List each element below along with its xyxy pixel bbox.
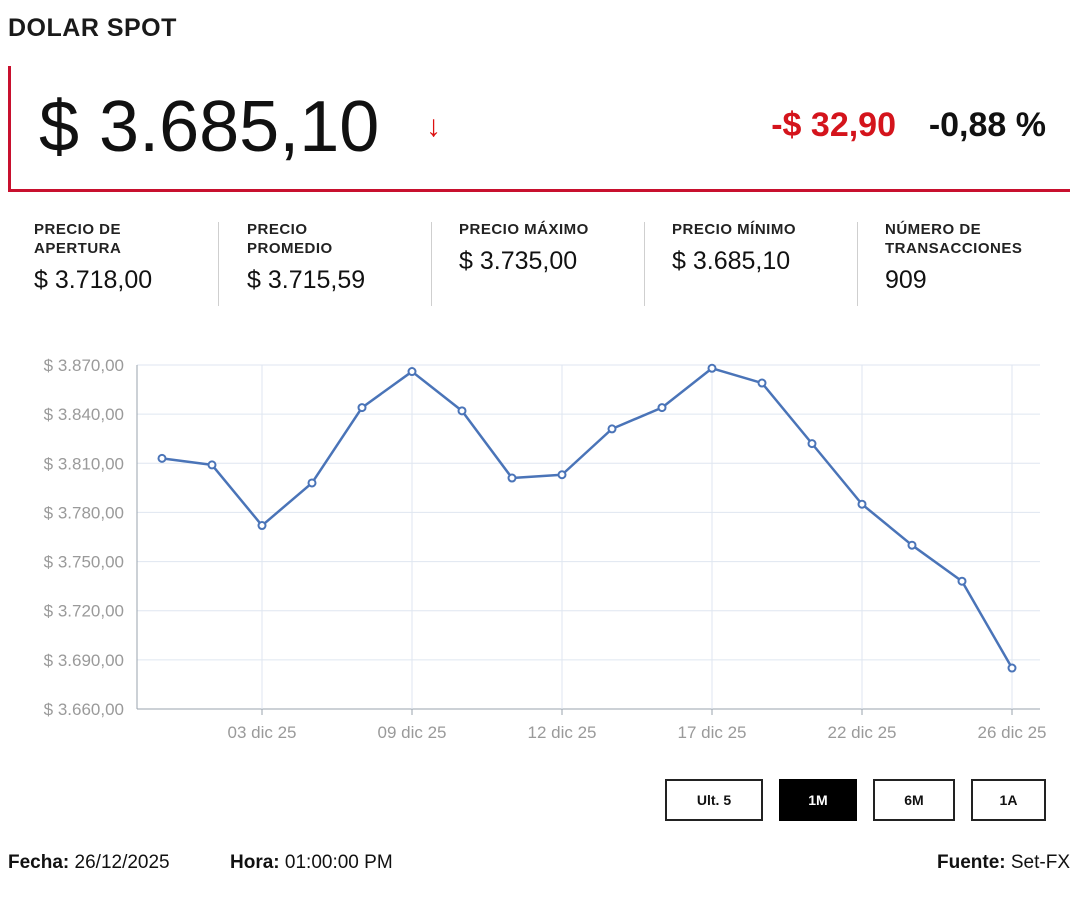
data-point — [457, 406, 467, 416]
y-tick-label: $ 3.690,00 — [44, 651, 124, 670]
stat-value: 909 — [885, 266, 927, 294]
data-point — [857, 499, 867, 509]
stat-label: PRECIO PROMEDIO — [247, 221, 333, 257]
data-point — [657, 403, 667, 413]
current-price: $ 3.685,10 — [39, 87, 380, 167]
y-tick-label: $ 3.810,00 — [44, 454, 124, 473]
stat-value: $ 3.685,10 — [672, 247, 791, 275]
x-tick-label: 03 dic 25 — [228, 723, 297, 742]
stat-label: NÚMERO DE TRANSACCIONES — [885, 221, 1023, 257]
range-button-6m[interactable]: 6M — [873, 779, 955, 821]
data-point — [507, 473, 517, 483]
data-point — [557, 470, 567, 480]
y-tick-label: $ 3.720,00 — [44, 602, 124, 621]
price-change-percent: -0,88 % — [928, 106, 1046, 144]
stat-value: $ 3.715,59 — [247, 266, 366, 294]
y-tick-label: $ 3.750,00 — [44, 553, 124, 572]
y-tick-label: $ 3.870,00 — [44, 356, 124, 375]
stats-row: PRECIO DE APERTURA $ 3.718,00 PRECIO PRO… — [8, 220, 1070, 306]
data-point — [207, 460, 217, 470]
footer-date: Fecha: 26/12/2025 — [8, 852, 170, 874]
x-tick-label: 22 dic 25 — [828, 723, 897, 742]
page-title: DOLAR SPOT — [8, 14, 177, 42]
data-point — [807, 439, 817, 449]
stat-label: PRECIO MÁXIMO — [459, 221, 589, 238]
stat-transactions: NÚMERO DE TRANSACCIONES 909 — [885, 220, 1022, 306]
stat-value: $ 3.718,00 — [34, 266, 153, 294]
range-button-1a[interactable]: 1A — [971, 779, 1046, 821]
data-point — [257, 521, 267, 531]
stat-opening: PRECIO DE APERTURA $ 3.718,00 — [34, 220, 152, 306]
divider — [218, 222, 219, 306]
range-button-1m[interactable]: 1M — [779, 779, 857, 821]
time-label: Hora: — [230, 852, 280, 873]
date-value: 26/12/2025 — [74, 852, 170, 873]
date-label: Fecha: — [8, 852, 70, 873]
divider — [644, 222, 645, 306]
data-point — [907, 540, 917, 550]
x-tick-label: 17 dic 25 — [678, 723, 747, 742]
stat-label: PRECIO DE APERTURA — [34, 221, 122, 257]
data-point — [157, 453, 167, 463]
y-tick-label: $ 3.840,00 — [44, 405, 124, 424]
source-label: Fuente: — [936, 852, 1006, 873]
y-tick-label: $ 3.780,00 — [44, 503, 124, 522]
price-change: -$ 32,90 — [771, 106, 896, 144]
x-tick-label: 12 dic 25 — [528, 723, 597, 742]
data-point — [307, 478, 317, 488]
data-point — [757, 378, 767, 388]
data-point — [607, 424, 617, 434]
data-point — [707, 363, 717, 373]
price-panel: $ 3.685,10 ↓ -$ 32,90 -0,88 % — [8, 66, 1070, 192]
source-value: Set-FX — [1010, 852, 1070, 873]
data-point — [957, 576, 967, 586]
data-point — [1007, 663, 1017, 673]
stat-average: PRECIO PROMEDIO $ 3.715,59 — [247, 220, 365, 306]
data-point — [407, 367, 417, 377]
series-line — [161, 367, 1014, 669]
stat-min: PRECIO MÍNIMO $ 3.685,10 — [672, 220, 796, 306]
footer-time: Hora: 01:00:00 PM — [230, 852, 393, 874]
footer-source: Fuente: Set-FX — [937, 852, 1070, 874]
divider — [857, 222, 858, 306]
x-tick-label: 26 dic 25 — [978, 723, 1047, 742]
range-button-ult5[interactable]: Ult. 5 — [665, 779, 763, 821]
y-tick-label: $ 3.660,00 — [44, 700, 124, 719]
stat-label: PRECIO MÍNIMO — [672, 221, 797, 238]
divider — [431, 222, 432, 306]
stat-value: $ 3.735,00 — [459, 247, 578, 275]
price-line-chart: $ 3.870,00 $ 3.840,00 $ 3.810,00 $ 3.780,00… — [44, 356, 1047, 742]
data-point — [357, 403, 367, 413]
x-tick-label: 09 dic 25 — [378, 723, 447, 742]
time-value: 01:00:00 PM — [284, 852, 393, 873]
stat-max: PRECIO MÁXIMO $ 3.735,00 — [459, 220, 589, 306]
arrow-down-icon: ↓ — [426, 110, 441, 143]
